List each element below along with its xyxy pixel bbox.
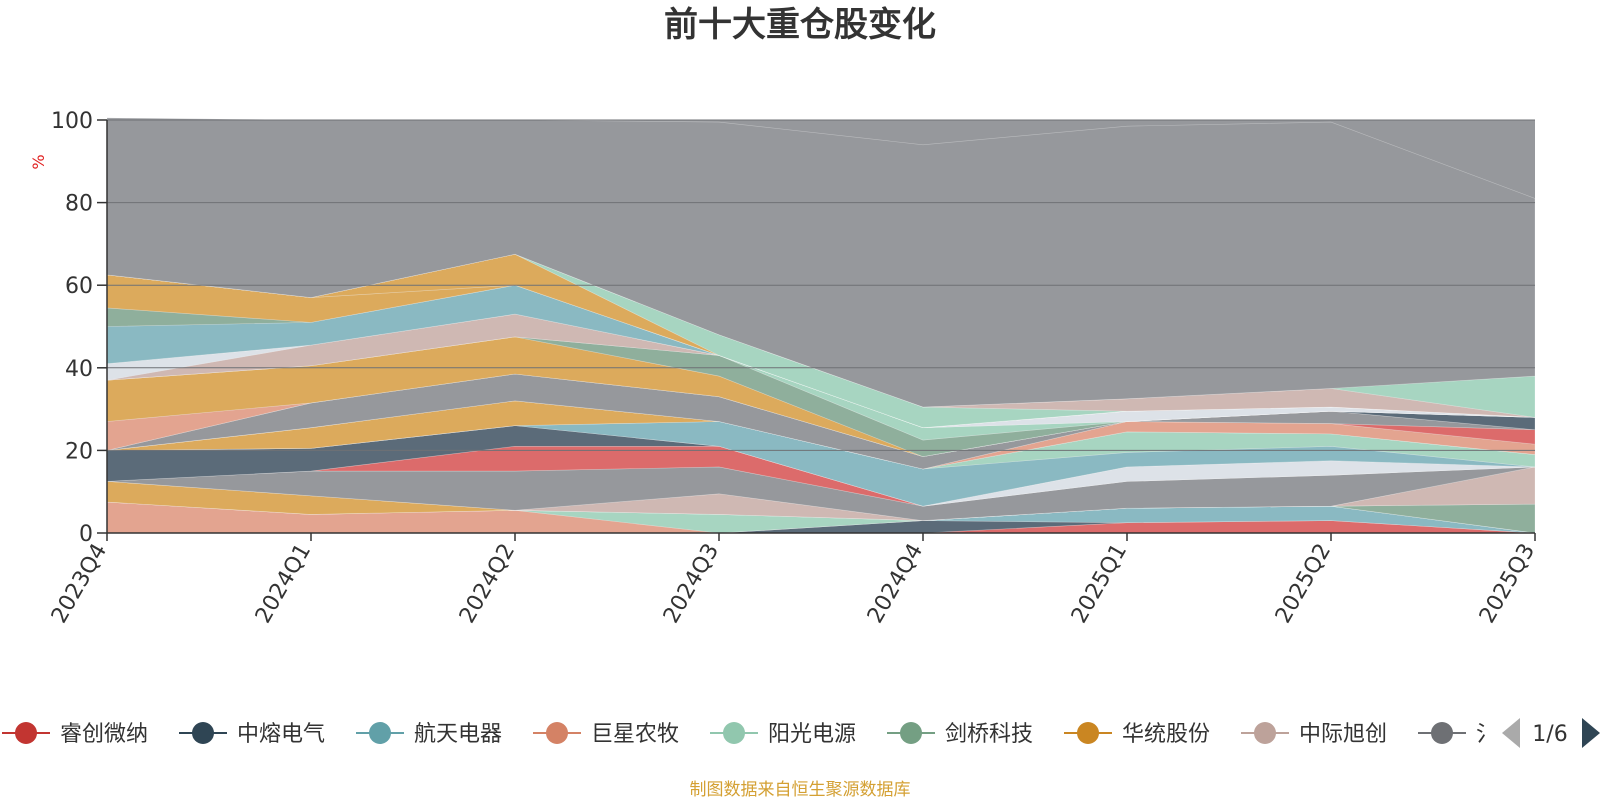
legend-item-8[interactable]: 氵: [1418, 722, 1498, 747]
y-tick-label-80: 80: [65, 192, 93, 217]
axes: [106, 120, 1535, 534]
y-tick-label-20: 20: [65, 439, 93, 464]
legend-marker: [1431, 722, 1453, 744]
x-tick-label-2024Q1: 2024Q1: [251, 540, 316, 628]
legend-marker: [723, 722, 745, 744]
x-tick-label-2024Q3: 2024Q3: [659, 540, 724, 628]
legend-label: 阳光电源: [768, 722, 856, 747]
legend-marker: [900, 722, 922, 744]
area-series-19: [106, 373, 1536, 457]
legend-item-1[interactable]: 中熔电气: [179, 722, 325, 747]
y-tick-label-60: 60: [65, 274, 93, 299]
legend-label: 巨星农牧: [591, 722, 679, 747]
x-tick-label-2025Q2: 2025Q2: [1271, 540, 1336, 628]
source-note: 制图数据来自恒生聚源数据库: [690, 780, 911, 800]
legend-item-0[interactable]: 睿创微纳: [2, 722, 148, 747]
grid-lines: [107, 119, 1535, 451]
legend-prev-arrow-icon[interactable]: [1502, 718, 1520, 748]
legend-label: 航天电器: [414, 722, 502, 747]
x-tick-label-2024Q2: 2024Q2: [455, 540, 520, 628]
legend-label: 华统股份: [1122, 722, 1210, 747]
legend-item-4[interactable]: 阳光电源: [710, 722, 856, 747]
y-axis-unit: %: [29, 154, 48, 169]
x-tick-label-2023Q4: 2023Q4: [47, 540, 112, 628]
legend-item-5[interactable]: 剑桥科技: [887, 722, 1033, 747]
legend-page-label: 1/6: [1532, 722, 1567, 747]
legend-marker: [192, 722, 214, 744]
area-series-15: [106, 400, 1536, 470]
chart-title: 前十大重仓股变化: [664, 5, 936, 45]
legend-item-6[interactable]: 华统股份: [1064, 722, 1210, 747]
legend-marker: [15, 722, 37, 744]
legend-next-arrow-icon[interactable]: [1582, 718, 1600, 748]
legend-marker: [369, 722, 391, 744]
legend-label: 中熔电气: [237, 722, 325, 747]
stacked-areas: [106, 117, 1536, 534]
area-series-32: [106, 117, 1536, 408]
legend: 睿创微纳 中熔电气 航天电器 巨星农牧 阳光电源 剑桥科技 华统股份 中际旭创 氵: [2, 722, 1498, 747]
x-tick-labels: 2023Q4 2024Q1 2024Q2 2024Q3 2024Q4 2025Q1 2025…: [47, 533, 1540, 628]
area-series-16: [106, 400, 1536, 470]
legend-label: 中际旭创: [1299, 722, 1387, 747]
y-tick-label-0: 0: [79, 522, 93, 547]
legend-item-2[interactable]: 航天电器: [356, 722, 502, 747]
legend-item-7[interactable]: 中际旭创: [1241, 722, 1387, 747]
legend-label: 氵: [1476, 722, 1498, 747]
x-tick-label-2025Q1: 2025Q1: [1067, 540, 1132, 628]
legend-marker: [1254, 722, 1276, 744]
x-tick-label-2024Q4: 2024Q4: [863, 540, 928, 628]
legend-pager: 1/6: [1502, 718, 1600, 748]
y-tick-labels: 0 20 40 60 80 100: [51, 109, 107, 547]
legend-label: 睿创微纳: [60, 722, 148, 747]
area-series-24: [106, 313, 1536, 428]
legend-marker: [546, 722, 568, 744]
area-series-18: [106, 373, 1536, 457]
legend-marker: [1077, 722, 1099, 744]
legend-item-3[interactable]: 巨星农牧: [533, 722, 679, 747]
y-tick-label-40: 40: [65, 357, 93, 382]
y-tick-label-100: 100: [51, 109, 93, 134]
x-tick-label-2025Q3: 2025Q3: [1475, 540, 1540, 628]
legend-label: 剑桥科技: [945, 722, 1033, 747]
